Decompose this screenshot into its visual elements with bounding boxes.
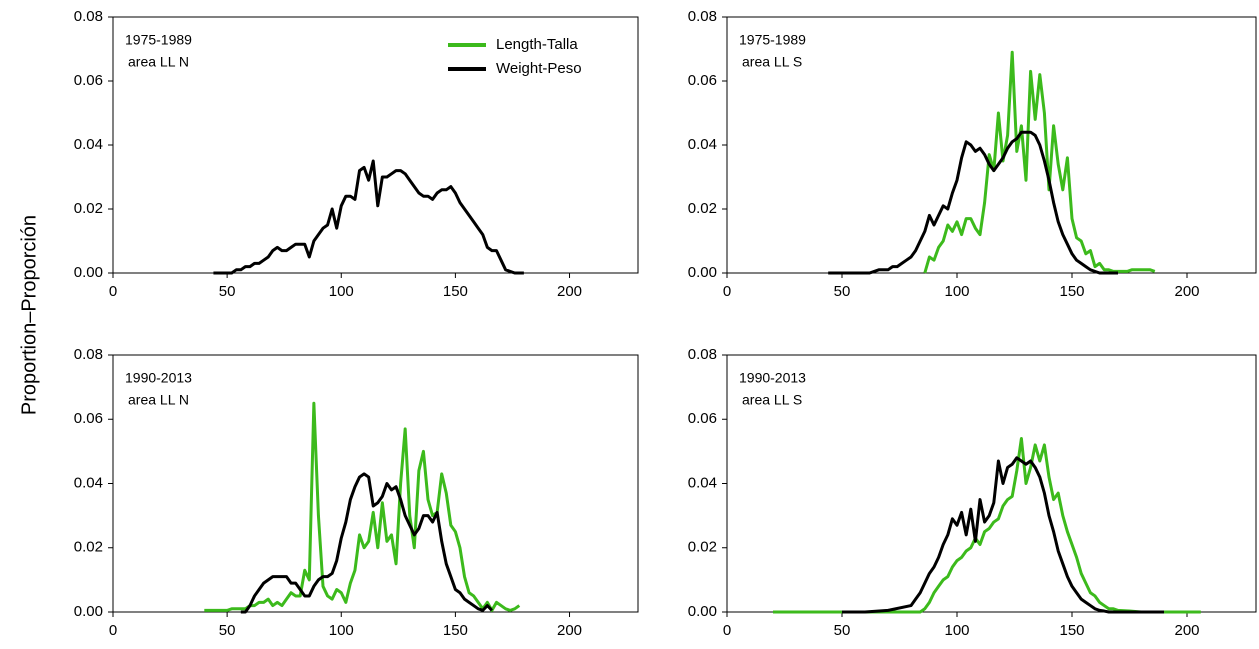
y-tick-label: 0.06	[74, 72, 103, 89]
y-tick-label: 0.04	[74, 474, 103, 491]
x-tick-label: 200	[557, 622, 582, 639]
x-tick-label: 0	[723, 283, 731, 300]
y-tick-label: 0.00	[74, 264, 103, 281]
panel-annotation: 1990-2013	[125, 370, 192, 386]
x-tick-label: 100	[944, 622, 969, 639]
y-tick-label: 0.02	[688, 539, 717, 556]
legend-label: Weight-Peso	[496, 60, 582, 77]
y-tick-label: 0.08	[74, 8, 103, 25]
y-tick-label: 0.08	[74, 346, 103, 363]
x-tick-label: 200	[1174, 283, 1199, 300]
x-tick-label: 100	[944, 283, 969, 300]
x-tick-label: 200	[1174, 622, 1199, 639]
y-axis-label: Proportion–Proporción	[18, 215, 40, 415]
x-tick-label: 0	[109, 283, 117, 300]
y-tick-label: 0.04	[688, 136, 717, 153]
y-tick-label: 0.00	[688, 264, 717, 281]
x-tick-label: 200	[557, 283, 582, 300]
y-tick-label: 0.08	[688, 346, 717, 363]
x-tick-label: 0	[109, 622, 117, 639]
x-tick-label: 150	[443, 622, 468, 639]
plot-frame	[726, 16, 1257, 274]
x-tick-label: 50	[834, 622, 851, 639]
y-tick-label: 0.02	[74, 539, 103, 556]
x-tick-label: 100	[329, 283, 354, 300]
plot-frame	[112, 354, 639, 613]
x-tick-label: 100	[329, 622, 354, 639]
x-tick-label: 50	[219, 283, 236, 300]
data-line	[842, 456, 1164, 614]
panel-annotation: area LL N	[128, 54, 189, 70]
panel-annotation: 1975-1989	[125, 32, 192, 48]
plot-frame	[726, 354, 1257, 613]
x-tick-label: 0	[723, 622, 731, 639]
plot-frame	[112, 16, 639, 274]
panel-annotation: area LL S	[742, 54, 802, 70]
data-line	[240, 472, 493, 614]
panel-annotation: 1975-1989	[739, 32, 806, 48]
x-tick-label: 50	[219, 622, 236, 639]
y-tick-label: 0.02	[74, 200, 103, 217]
y-tick-label: 0.06	[74, 410, 103, 427]
y-tick-label: 0.04	[688, 474, 717, 491]
panel-annotation: area LL S	[742, 392, 802, 408]
data-line	[923, 50, 1156, 274]
legend-label: Length-Talla	[496, 36, 578, 53]
x-tick-label: 50	[834, 283, 851, 300]
y-tick-label: 0.00	[688, 603, 717, 620]
data-line	[828, 130, 1118, 275]
y-tick-label: 0.00	[74, 603, 103, 620]
y-tick-label: 0.06	[688, 72, 717, 89]
x-tick-label: 150	[443, 283, 468, 300]
panel-annotation: 1990-2013	[739, 370, 806, 386]
panel-annotation: area LL N	[128, 392, 189, 408]
y-tick-label: 0.02	[688, 200, 717, 217]
data-line	[204, 401, 521, 612]
y-tick-label: 0.06	[688, 410, 717, 427]
data-line	[213, 159, 524, 275]
y-tick-label: 0.04	[74, 136, 103, 153]
x-tick-label: 150	[1059, 283, 1084, 300]
y-tick-label: 0.08	[688, 8, 717, 25]
data-line	[773, 437, 1201, 614]
x-tick-label: 150	[1059, 622, 1084, 639]
